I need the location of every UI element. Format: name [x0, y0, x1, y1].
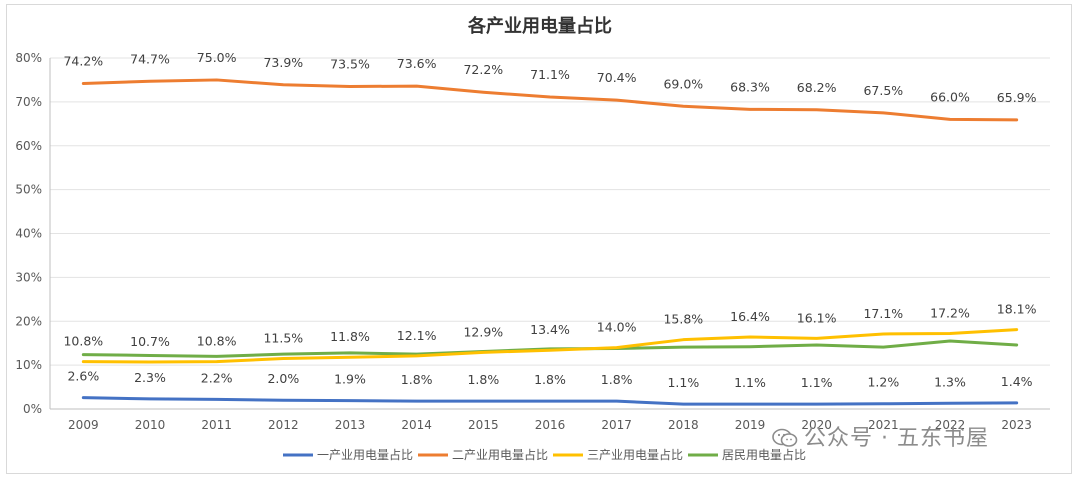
data-label: 2.0%: [267, 371, 299, 386]
y-tick-label: 10%: [15, 358, 42, 372]
x-tick-label: 2010: [135, 418, 166, 432]
legend-label: 一产业用电量占比: [317, 447, 413, 462]
data-label: 12.1%: [397, 328, 437, 343]
data-label: 1.8%: [467, 372, 499, 387]
data-label: 11.8%: [330, 329, 370, 344]
data-label: 1.8%: [401, 372, 433, 387]
y-tick-label: 30%: [15, 270, 42, 284]
y-tick-label: 0%: [23, 402, 42, 416]
data-label: 73.5%: [330, 57, 370, 72]
data-label: 16.1%: [797, 310, 837, 325]
data-label: 1.1%: [801, 375, 833, 390]
y-tick-label: 50%: [15, 183, 42, 197]
series-line: [81, 78, 1019, 122]
data-label: 68.2%: [797, 80, 837, 95]
data-label: 10.8%: [197, 334, 237, 349]
data-label: 1.8%: [534, 372, 566, 387]
legend-label: 居民用电量占比: [722, 447, 806, 462]
data-label: 1.4%: [1001, 374, 1033, 389]
data-label: 71.1%: [530, 67, 570, 82]
data-label: 1.8%: [601, 372, 633, 387]
x-tick-label: 2022: [935, 418, 966, 432]
wechat-icon: [772, 428, 798, 447]
legend-label: 二产业用电量占比: [452, 447, 548, 462]
data-label: 1.3%: [934, 374, 966, 389]
data-label: 14.0%: [597, 320, 637, 335]
data-label: 69.0%: [663, 76, 703, 91]
data-label: 72.2%: [463, 62, 503, 77]
data-label: 73.9%: [263, 55, 303, 70]
data-label: 74.2%: [63, 53, 103, 68]
data-label: 74.7%: [130, 51, 170, 66]
data-label: 13.4%: [530, 322, 570, 337]
x-tick-label: 2017: [601, 418, 632, 432]
data-label: 1.1%: [667, 375, 699, 390]
data-label: 2.3%: [134, 370, 166, 385]
watermark-text: 公众号 · 五东书屋: [804, 426, 989, 451]
data-label: 70.4%: [597, 70, 637, 85]
x-tick-label: 2019: [735, 418, 766, 432]
y-tick-label: 80%: [15, 51, 42, 65]
data-label: 16.4%: [730, 309, 770, 324]
data-label: 68.3%: [730, 79, 770, 94]
x-tick-label: 2012: [268, 418, 299, 432]
x-tick-label: 2015: [468, 418, 499, 432]
data-label: 12.9%: [463, 324, 503, 339]
data-label: 17.2%: [930, 306, 970, 321]
series-line: [81, 328, 1019, 364]
x-tick-label: 2018: [668, 418, 699, 432]
x-tick-label: 2016: [535, 418, 566, 432]
data-label: 65.9%: [997, 90, 1037, 105]
series-line: [81, 396, 1019, 406]
x-tick-label: 2011: [201, 418, 232, 432]
data-label: 1.2%: [867, 375, 899, 390]
y-tick-label: 60%: [15, 139, 42, 153]
data-label: 11.5%: [263, 331, 303, 346]
data-label: 10.7%: [130, 334, 170, 349]
data-label: 10.8%: [63, 334, 103, 349]
y-tick-label: 40%: [15, 227, 42, 241]
x-tick-label: 2014: [401, 418, 432, 432]
chart-title: 各产业用电量占比: [468, 16, 612, 37]
data-label: 17.1%: [863, 306, 903, 321]
y-tick-label: 20%: [15, 314, 42, 328]
watermark: 公众号 · 五东书屋: [772, 420, 989, 452]
data-label: 66.0%: [930, 89, 970, 104]
data-label: 2.2%: [201, 370, 233, 385]
data-label: 2.6%: [67, 369, 99, 384]
data-label: 15.8%: [663, 312, 703, 327]
x-tick-label: 2023: [1001, 418, 1032, 432]
legend-label: 三产业用电量占比: [587, 447, 683, 462]
data-label: 1.9%: [334, 372, 366, 387]
x-tick-label: 2020: [801, 418, 832, 432]
data-label: 18.1%: [997, 302, 1037, 317]
y-tick-label: 70%: [15, 95, 42, 109]
data-label: 73.6%: [397, 56, 437, 71]
x-tick-label: 2009: [68, 418, 99, 432]
chart-frame: [6, 4, 1072, 474]
x-tick-label: 2021: [868, 418, 899, 432]
x-tick-label: 2013: [335, 418, 366, 432]
data-label: 67.5%: [863, 83, 903, 98]
data-label: 75.0%: [197, 50, 237, 65]
data-label: 1.1%: [734, 375, 766, 390]
